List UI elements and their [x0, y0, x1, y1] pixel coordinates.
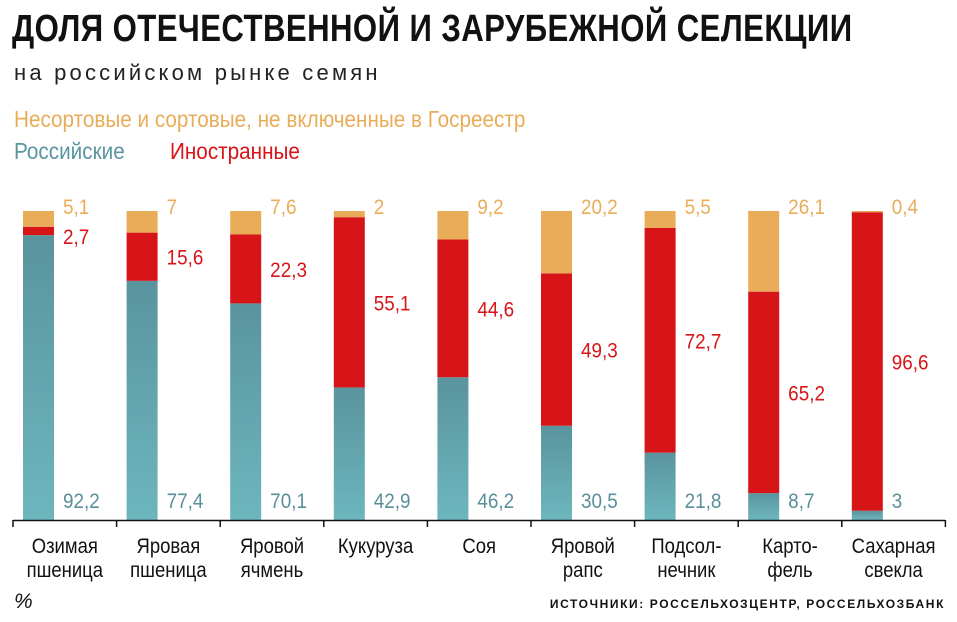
data-label-other: 5,5 [685, 196, 711, 219]
category-label: Карто- [762, 535, 818, 558]
bar-segment-foreign [541, 273, 572, 426]
bar-segment-foreign [333, 217, 365, 388]
category-label: Яровой [240, 535, 304, 558]
bar-segment-russian [126, 280, 158, 520]
page-title: ДОЛЯ ОТЕЧЕСТВЕННОЙ И ЗАРУБЕЖНОЙ СЕЛЕКЦИИ [12, 8, 853, 50]
bar-segment-other [437, 211, 469, 240]
data-label-foreign: 96,6 [892, 352, 929, 375]
data-label-russian: 30,5 [581, 490, 618, 513]
bar-segment-foreign [437, 239, 469, 378]
data-label-russian: 42,9 [374, 490, 411, 513]
data-label-foreign: 22,3 [270, 259, 307, 282]
legend-foreign: Иностранные [170, 138, 300, 164]
data-label-foreign: 49,3 [581, 340, 618, 363]
category-label: Кукуруза [338, 535, 413, 558]
category-label: Яровой [551, 535, 615, 558]
data-label-other: 20,2 [581, 196, 618, 219]
bar-segment-russian [851, 510, 883, 520]
data-label-other: 7,6 [270, 196, 296, 219]
category-label: Яровая [137, 535, 201, 558]
source-note: ИСТОЧНИКИ: РОССЕЛЬХОЗЦЕНТР, РОССЕЛЬХОЗБА… [549, 597, 945, 611]
category-label: ячмень [241, 559, 303, 582]
bar-segment-other [644, 211, 676, 228]
data-label-other: 2 [374, 196, 385, 219]
data-label-other: 0,4 [892, 196, 918, 219]
bar-segment-russian [23, 235, 54, 521]
bar-segment-other [333, 211, 365, 218]
category-label: фель [767, 559, 812, 582]
category-label: пшеница [130, 559, 206, 582]
data-label-other: 7 [167, 196, 178, 219]
data-label-russian: 3 [892, 490, 903, 513]
bar-segment-russian [333, 387, 365, 520]
category-label: рапс [563, 559, 603, 582]
bar-segment-foreign [230, 234, 262, 304]
category-label: Сахарная [852, 535, 936, 558]
category-label: Соя [462, 535, 496, 558]
bar-segment-other [748, 211, 780, 292]
data-label-russian: 8,7 [788, 490, 814, 513]
data-label-other: 26,1 [788, 196, 825, 219]
data-label-foreign: 15,6 [167, 247, 204, 270]
data-label-foreign: 44,6 [477, 298, 514, 321]
category-label: свекла [864, 559, 922, 582]
bar-segment-russian [437, 377, 469, 520]
bar-segment-other [23, 211, 54, 227]
data-label-foreign: 65,2 [788, 383, 825, 406]
category-label: Подсол- [651, 535, 721, 558]
data-label-russian: 70,1 [270, 490, 307, 513]
bar-segment-russian [541, 425, 572, 520]
data-label-foreign: 55,1 [374, 292, 411, 315]
legend-other: Несортовые и сортовые, не включенные в Г… [14, 106, 526, 132]
bar-segment-foreign [23, 226, 54, 236]
data-label-other: 5,1 [63, 196, 89, 219]
category-label: Озимая [32, 535, 98, 558]
bar-segment-foreign [126, 232, 158, 281]
bar-segment-russian [748, 493, 780, 520]
bar-segment-other [851, 211, 883, 213]
data-label-russian: 77,4 [167, 490, 204, 513]
data-label-foreign: 72,7 [685, 330, 722, 353]
category-label: пшеница [27, 559, 103, 582]
bar-segment-other [126, 211, 158, 233]
data-label-foreign: 2,7 [63, 226, 89, 249]
page-subtitle: на российском рынке семян [14, 60, 381, 85]
bar-segment-foreign [748, 291, 780, 494]
bar-segment-other [541, 211, 572, 274]
bar-segment-russian [644, 452, 676, 520]
data-label-russian: 46,2 [477, 490, 514, 513]
bar-segment-other [230, 211, 262, 235]
legend-russian: Российские [14, 138, 125, 164]
bar-segment-foreign [644, 227, 676, 453]
data-label-russian: 92,2 [63, 490, 100, 513]
bar-segment-foreign [851, 212, 883, 511]
category-label: нечник [657, 559, 715, 582]
data-label-other: 9,2 [477, 196, 503, 219]
unit-label: % [14, 590, 33, 613]
data-label-russian: 21,8 [685, 490, 722, 513]
bar-segment-russian [230, 303, 262, 520]
